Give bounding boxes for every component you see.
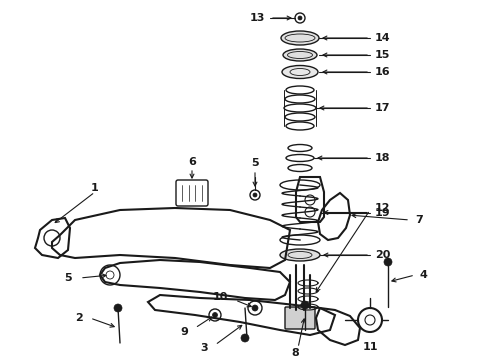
Text: 4: 4 [420, 270, 428, 280]
Text: 14: 14 [375, 33, 391, 43]
Text: 12: 12 [375, 203, 391, 213]
Text: 6: 6 [188, 157, 196, 167]
Text: 15: 15 [375, 50, 391, 60]
Circle shape [384, 258, 392, 266]
Circle shape [252, 305, 258, 311]
Text: 5: 5 [64, 273, 72, 283]
Text: 16: 16 [375, 67, 391, 77]
Ellipse shape [281, 31, 319, 45]
Text: 13: 13 [249, 13, 265, 23]
Text: 5: 5 [251, 158, 259, 168]
Text: 20: 20 [375, 250, 391, 260]
Ellipse shape [283, 49, 317, 61]
Text: 2: 2 [75, 313, 83, 323]
Text: 8: 8 [291, 348, 299, 358]
Text: 11: 11 [362, 342, 378, 352]
Circle shape [114, 304, 122, 312]
Text: 17: 17 [375, 103, 391, 113]
Ellipse shape [282, 66, 318, 78]
Text: 9: 9 [180, 327, 188, 337]
Text: 18: 18 [375, 153, 391, 163]
Circle shape [301, 301, 309, 309]
Ellipse shape [280, 249, 320, 261]
Circle shape [213, 312, 218, 318]
Circle shape [253, 193, 257, 197]
Text: 1: 1 [91, 183, 99, 193]
Text: 10: 10 [213, 292, 228, 302]
Text: 3: 3 [200, 343, 208, 353]
Text: 19: 19 [375, 207, 391, 217]
Circle shape [298, 16, 302, 20]
Circle shape [241, 334, 249, 342]
Text: 7: 7 [415, 215, 423, 225]
FancyBboxPatch shape [285, 307, 315, 329]
